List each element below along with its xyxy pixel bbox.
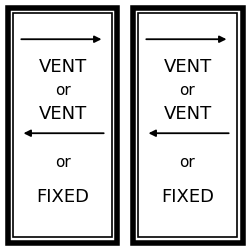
Text: VENT: VENT [38, 106, 87, 124]
Text: or: or [180, 84, 196, 98]
Bar [132, 8, 242, 242]
Bar [8, 8, 117, 242]
Text: VENT: VENT [38, 58, 87, 76]
Text: or: or [180, 155, 196, 170]
Bar [13, 13, 112, 237]
Bar [138, 13, 237, 237]
Text: VENT: VENT [164, 58, 212, 76]
Text: FIXED: FIXED [161, 188, 214, 206]
Text: VENT: VENT [164, 106, 212, 124]
Text: or: or [54, 84, 70, 98]
Text: or: or [54, 155, 70, 170]
Text: FIXED: FIXED [36, 188, 89, 206]
